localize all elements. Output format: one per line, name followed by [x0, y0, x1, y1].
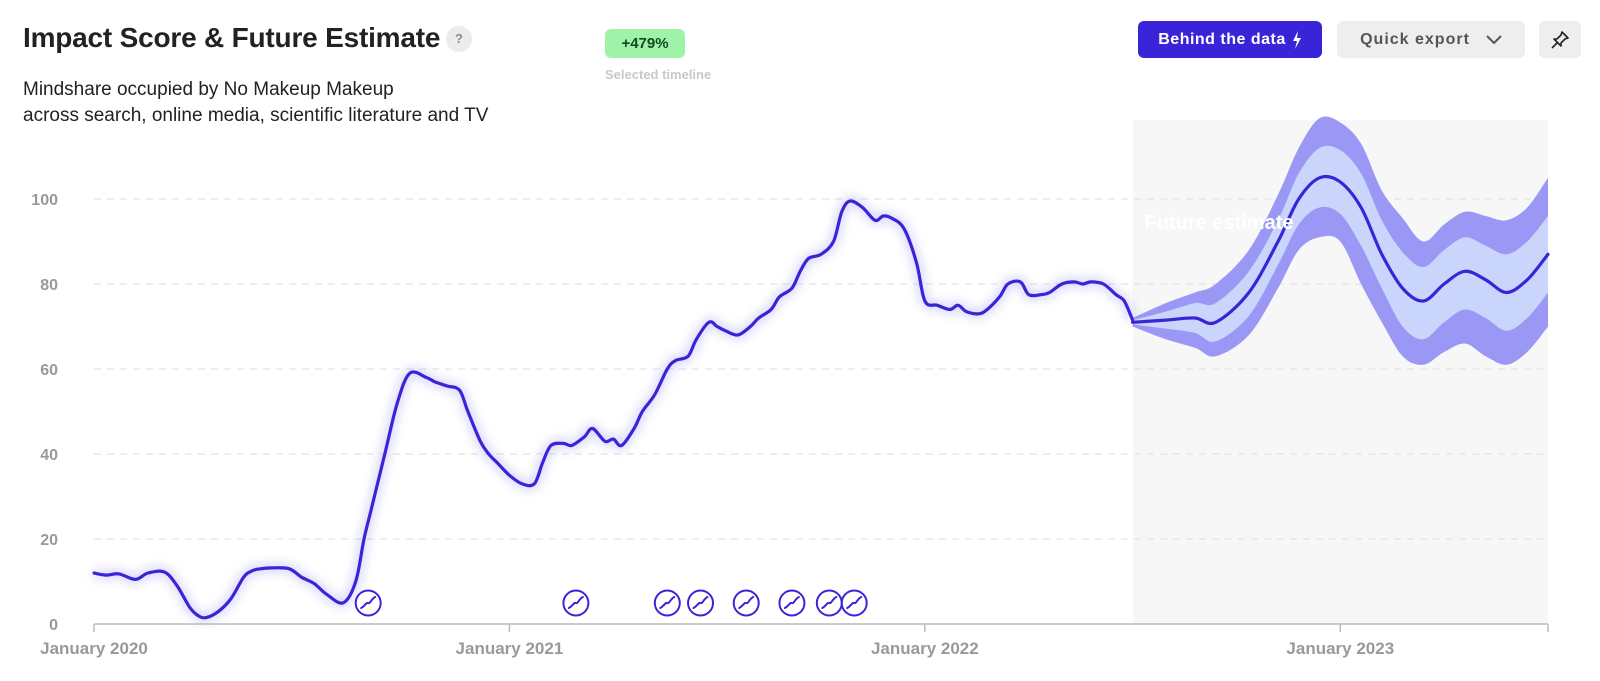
event-marker-icon[interactable]	[562, 589, 590, 617]
y-tick-label: 100	[31, 192, 58, 209]
x-tick-label: January 2023	[1286, 639, 1394, 658]
event-marker-trend	[846, 596, 863, 609]
x-tick-label: January 2021	[456, 639, 564, 658]
event-marker-icon[interactable]	[732, 589, 760, 617]
y-tick-label: 60	[40, 362, 58, 379]
chevron-down-icon	[1486, 34, 1502, 44]
quick-export-button[interactable]: Quick export	[1337, 21, 1525, 58]
pin-icon	[1551, 30, 1569, 49]
behind-the-data-label: Behind the data	[1158, 30, 1286, 48]
y-tick-label: 80	[40, 277, 58, 294]
quick-export-label: Quick export	[1360, 30, 1470, 48]
event-marker-trend	[783, 596, 800, 609]
change-caption: Selected timeline	[605, 67, 712, 82]
behind-the-data-button[interactable]: Behind the data	[1138, 21, 1322, 58]
subtitle-line-2: across search, online media, scientific …	[23, 105, 489, 126]
future-estimate-label: Future estimate	[1145, 212, 1294, 234]
history-line	[92, 199, 1135, 620]
subtitle-line-1: Mindshare occupied by No Makeup Makeup	[23, 79, 394, 100]
y-tick-label: 40	[40, 447, 58, 464]
page-title: Impact Score & Future Estimate	[23, 22, 441, 53]
event-marker-icon[interactable]	[653, 589, 681, 617]
y-tick-label: 20	[40, 532, 58, 549]
help-icon[interactable]: ?	[446, 26, 472, 52]
event-marker-icon[interactable]	[778, 589, 806, 617]
y-tick-label: 0	[49, 617, 58, 634]
subtitle: Mindshare occupied by No Makeup Makeup a…	[23, 77, 488, 129]
event-marker-icon[interactable]	[815, 589, 843, 617]
forecast-line	[1131, 174, 1550, 326]
event-marker-icon[interactable]	[354, 589, 382, 617]
forecast-band-inner	[1132, 145, 1548, 342]
event-marker-trend	[821, 596, 838, 609]
event-marker-trend	[738, 596, 755, 609]
history-line-glow	[93, 196, 1137, 623]
lightning-icon	[1292, 30, 1301, 49]
event-marker-icon[interactable]	[687, 589, 715, 617]
change-badge: +479%	[605, 29, 685, 58]
event-marker-trend	[692, 596, 709, 609]
event-marker-icon[interactable]	[840, 589, 868, 617]
event-marker-trend	[659, 596, 676, 609]
x-tick-label: January 2020	[40, 639, 148, 658]
event-marker-trend	[360, 596, 377, 609]
x-tick-label: January 2022	[871, 639, 979, 658]
event-marker-trend	[567, 596, 584, 609]
pin-button[interactable]	[1539, 21, 1581, 58]
